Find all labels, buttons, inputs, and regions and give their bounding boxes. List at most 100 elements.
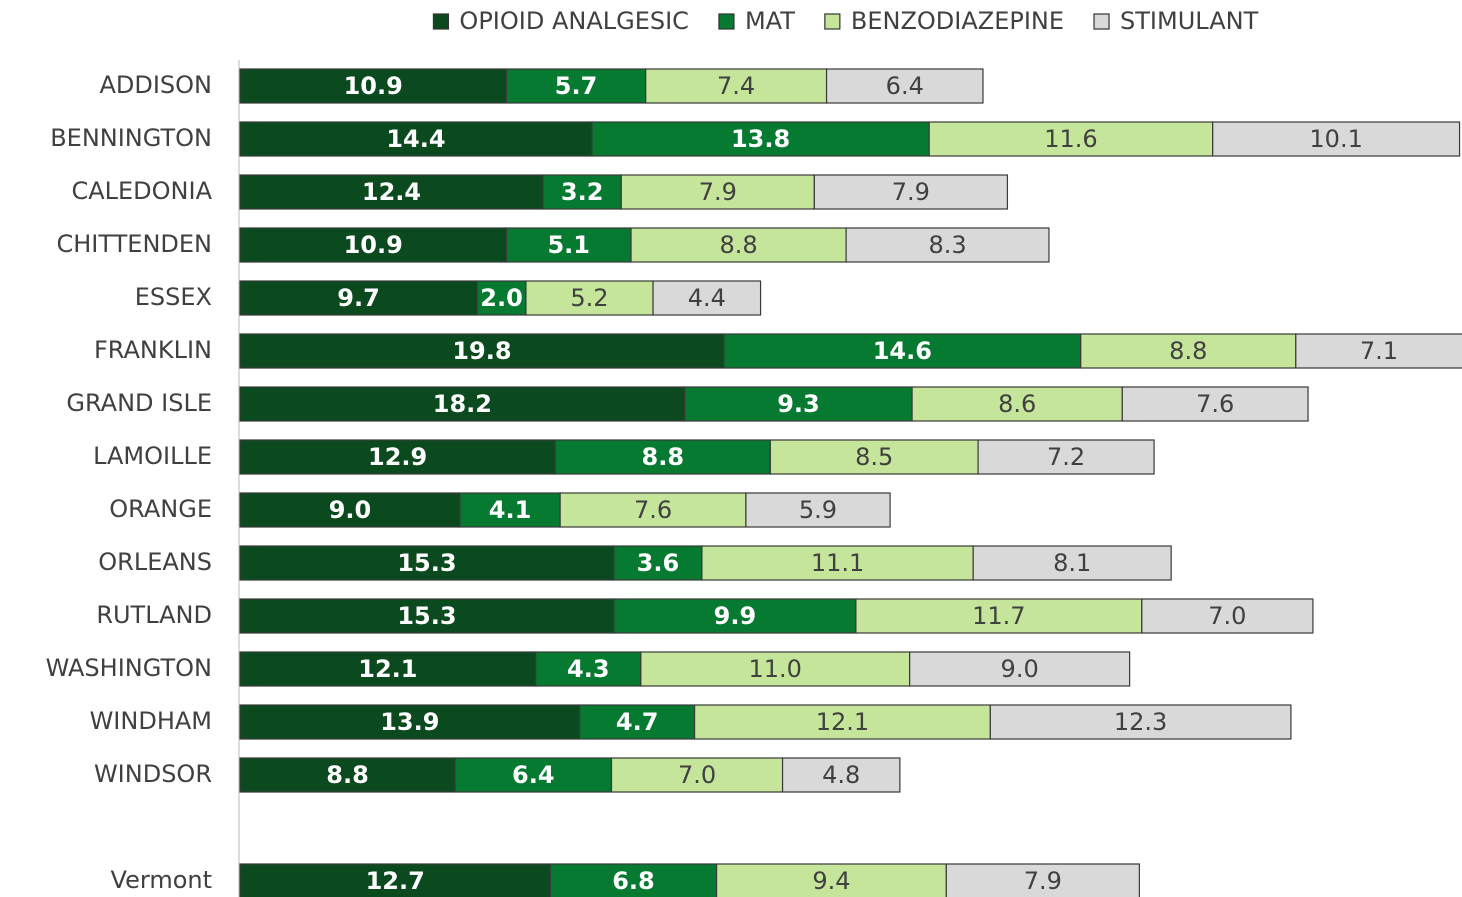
y-tick-label: WINDHAM	[90, 707, 212, 735]
data-label: 7.0	[1208, 602, 1246, 630]
legend: OPIOID ANALGESIC MAT BENZODIAZEPINE STIMULA…	[432, 7, 1259, 35]
data-label: 12.9	[368, 443, 427, 471]
data-label: 6.4	[512, 761, 555, 789]
data-label: 8.5	[855, 443, 893, 471]
data-label: 7.0	[678, 761, 716, 789]
bar-segment	[542, 174, 622, 210]
bar-segment	[549, 863, 718, 897]
data-label: 8.6	[998, 390, 1036, 418]
data-label: 11.6	[1044, 125, 1097, 153]
data-label: 4.1	[489, 496, 532, 524]
data-label: 6.4	[886, 72, 924, 100]
data-label: 11.1	[811, 549, 864, 577]
bar-segment	[715, 863, 947, 897]
y-tick-label: Vermont	[111, 866, 212, 894]
bar-segment	[613, 598, 857, 634]
data-label: 9.3	[777, 390, 820, 418]
bar-segment	[1141, 598, 1314, 634]
bar-segment	[591, 121, 930, 157]
data-label: 9.0	[329, 496, 372, 524]
bar-segment	[989, 704, 1292, 740]
data-label: 7.2	[1047, 443, 1085, 471]
data-label: 9.7	[337, 284, 380, 312]
data-label: 4.7	[616, 708, 659, 736]
data-label: 12.7	[366, 867, 425, 895]
data-label: 4.8	[822, 761, 860, 789]
legend-label: OPIOID ANALGESIC	[459, 7, 689, 35]
data-label: 10.9	[344, 231, 403, 259]
bar-segment	[239, 333, 725, 369]
data-label: 11.0	[749, 655, 802, 683]
bar-segment	[239, 227, 507, 263]
bar-segment	[855, 598, 1143, 634]
bar-segment	[579, 704, 696, 740]
bar-segment	[781, 757, 901, 793]
bar-segment	[239, 704, 581, 740]
bar-segment	[239, 757, 456, 793]
bar-segment	[610, 757, 784, 793]
data-label: 14.4	[386, 125, 445, 153]
bar-segment	[630, 227, 847, 263]
data-label: 7.4	[717, 72, 755, 100]
bar-segment	[535, 651, 642, 687]
data-label: 12.3	[1114, 708, 1167, 736]
bar-segment	[769, 439, 979, 475]
bar-segment	[1121, 386, 1309, 422]
bar-segment	[505, 68, 647, 104]
bar-segment	[239, 386, 686, 422]
y-tick-label: WINDSOR	[94, 760, 212, 788]
y-tick-label: ADDISON	[99, 71, 212, 99]
y-tick-label: BENNINGTON	[50, 124, 212, 152]
data-label: 5.7	[555, 72, 598, 100]
y-tick-label: LAMOILLE	[93, 442, 212, 470]
data-label: 5.9	[799, 496, 837, 524]
data-label: 7.1	[1360, 337, 1398, 365]
bar-segment	[845, 227, 1050, 263]
data-label: 7.9	[1024, 867, 1062, 895]
data-label: 8.8	[1169, 337, 1207, 365]
bar-segment	[239, 651, 537, 687]
bar-segment	[977, 439, 1155, 475]
legend-swatch	[432, 13, 450, 30]
data-label: 9.0	[1001, 655, 1039, 683]
data-label: 8.3	[928, 231, 966, 259]
y-tick-label: GRAND ISLE	[66, 389, 212, 417]
bar-segment	[911, 386, 1123, 422]
y-tick-label: ORLEANS	[98, 548, 212, 576]
data-label: 2.0	[480, 284, 523, 312]
y-tick-label: WASHINGTON	[46, 654, 212, 682]
data-label: 13.8	[731, 125, 790, 153]
bar-segment	[554, 439, 771, 475]
data-label: 10.1	[1309, 125, 1362, 153]
data-label: 8.8	[719, 231, 757, 259]
data-label: 6.8	[612, 867, 655, 895]
bar-segment	[1295, 333, 1462, 369]
data-label: 5.1	[547, 231, 590, 259]
y-tick-label: CHITTENDEN	[57, 230, 213, 258]
bar-segment	[825, 68, 984, 104]
data-label: 8.8	[642, 443, 685, 471]
bar-segment	[1080, 333, 1297, 369]
y-tick-label: ESSEX	[135, 283, 212, 311]
data-label: 15.3	[397, 602, 456, 630]
y-tick-label: FRANKLIN	[94, 336, 212, 364]
data-label: 7.6	[634, 496, 672, 524]
data-label: 12.1	[358, 655, 417, 683]
bar-segment	[505, 227, 632, 263]
bar-segment	[239, 280, 478, 316]
bar-segment	[620, 174, 815, 210]
legend-label: STIMULANT	[1120, 7, 1259, 35]
bar-segment	[693, 704, 991, 740]
bar-segment	[652, 280, 762, 316]
y-tick-label: RUTLAND	[96, 601, 212, 629]
bar-segment	[239, 439, 556, 475]
bar-segment	[684, 386, 913, 422]
data-label: 7.6	[1196, 390, 1234, 418]
data-label: 3.2	[561, 178, 604, 206]
data-label: 9.9	[714, 602, 757, 630]
bar-segment	[745, 492, 891, 528]
bar-segment	[909, 651, 1131, 687]
data-label: 9.4	[812, 867, 850, 895]
